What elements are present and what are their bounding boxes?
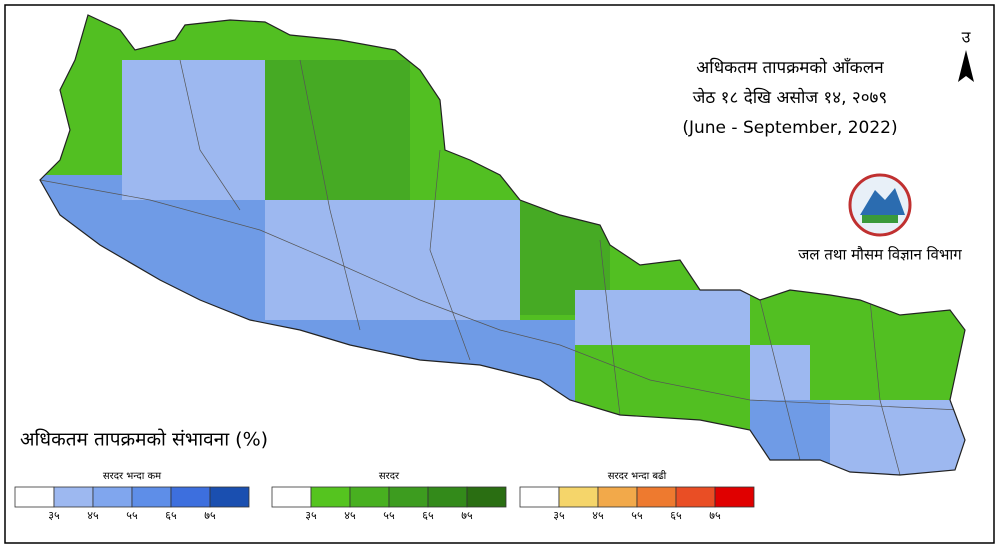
legend-tick-label: ४५ <box>344 509 356 522</box>
legend-swatch <box>519 486 560 508</box>
legend-tick-label: ५५ <box>383 509 395 522</box>
legend-tick-label: ४५ <box>87 509 99 522</box>
region <box>830 400 965 475</box>
legend-tick-label: ५५ <box>631 509 643 522</box>
legend-swatch <box>209 486 250 508</box>
legend-tick-label: ७५ <box>709 509 721 522</box>
north-label: उ <box>962 28 972 47</box>
legend-group-label: सरदर <box>379 471 400 482</box>
legend-swatch <box>636 486 677 508</box>
legend-tick-label: ३५ <box>48 509 60 522</box>
legend-group-label: सरदर भन्दा बढी <box>608 470 667 482</box>
map-dates: जेठ १८ देखि असोज १४, २०७९ <box>693 87 887 108</box>
legend-tick-label: ६५ <box>422 509 434 522</box>
legend-tick-label: ४५ <box>592 509 604 522</box>
map-title: अधिकतम तापक्रमको आँकलन <box>696 57 884 78</box>
legend: सरदर भन्दा कम ३५ ४५ ५५ ६५ ७५ सरदर ३५ ४५ ५५ ६५ ७५ सरद… <box>14 470 755 522</box>
map-period: (June - September, 2022) <box>682 118 897 138</box>
legend-swatch <box>170 486 211 508</box>
legend-swatch <box>271 486 312 508</box>
legend-swatch <box>675 486 716 508</box>
region <box>750 400 830 475</box>
legend-swatch <box>131 486 172 508</box>
legend-swatch <box>349 486 390 508</box>
region <box>750 345 810 400</box>
legend-tick-label: ६५ <box>670 509 682 522</box>
region <box>265 320 575 420</box>
legend-swatch <box>53 486 94 508</box>
legend-swatch <box>714 486 755 508</box>
nepal-border <box>39 14 966 476</box>
region <box>122 60 265 200</box>
legend-tick-label: ३५ <box>553 509 565 522</box>
legend-title: अधिकतम तापक्रमको संभावना (%) <box>20 428 268 451</box>
legend-swatch <box>388 486 429 508</box>
department-name: जल तथा मौसम विज्ञान विभाग <box>798 246 962 264</box>
legend-tick-label: ३५ <box>305 509 317 522</box>
district-lines <box>40 59 961 475</box>
legend-swatch <box>466 486 507 508</box>
legend-swatch <box>597 486 638 508</box>
legend-swatch <box>92 486 133 508</box>
region <box>265 60 410 200</box>
legend-tick-label: ६५ <box>165 509 177 522</box>
legend-tick-label: ५५ <box>126 509 138 522</box>
legend-swatch <box>427 486 468 508</box>
north-arrow <box>958 50 974 82</box>
legend-group-label: सरदर भन्दा कम <box>103 471 162 482</box>
region <box>265 200 520 320</box>
legend-tick-label: ७५ <box>204 509 216 522</box>
region <box>575 290 750 345</box>
legend-tick-label: ७५ <box>461 509 473 522</box>
legend-swatch <box>558 486 599 508</box>
legend-swatch <box>310 486 351 508</box>
legend-swatch <box>14 486 55 508</box>
emblem <box>848 173 912 237</box>
frame <box>4 4 995 544</box>
